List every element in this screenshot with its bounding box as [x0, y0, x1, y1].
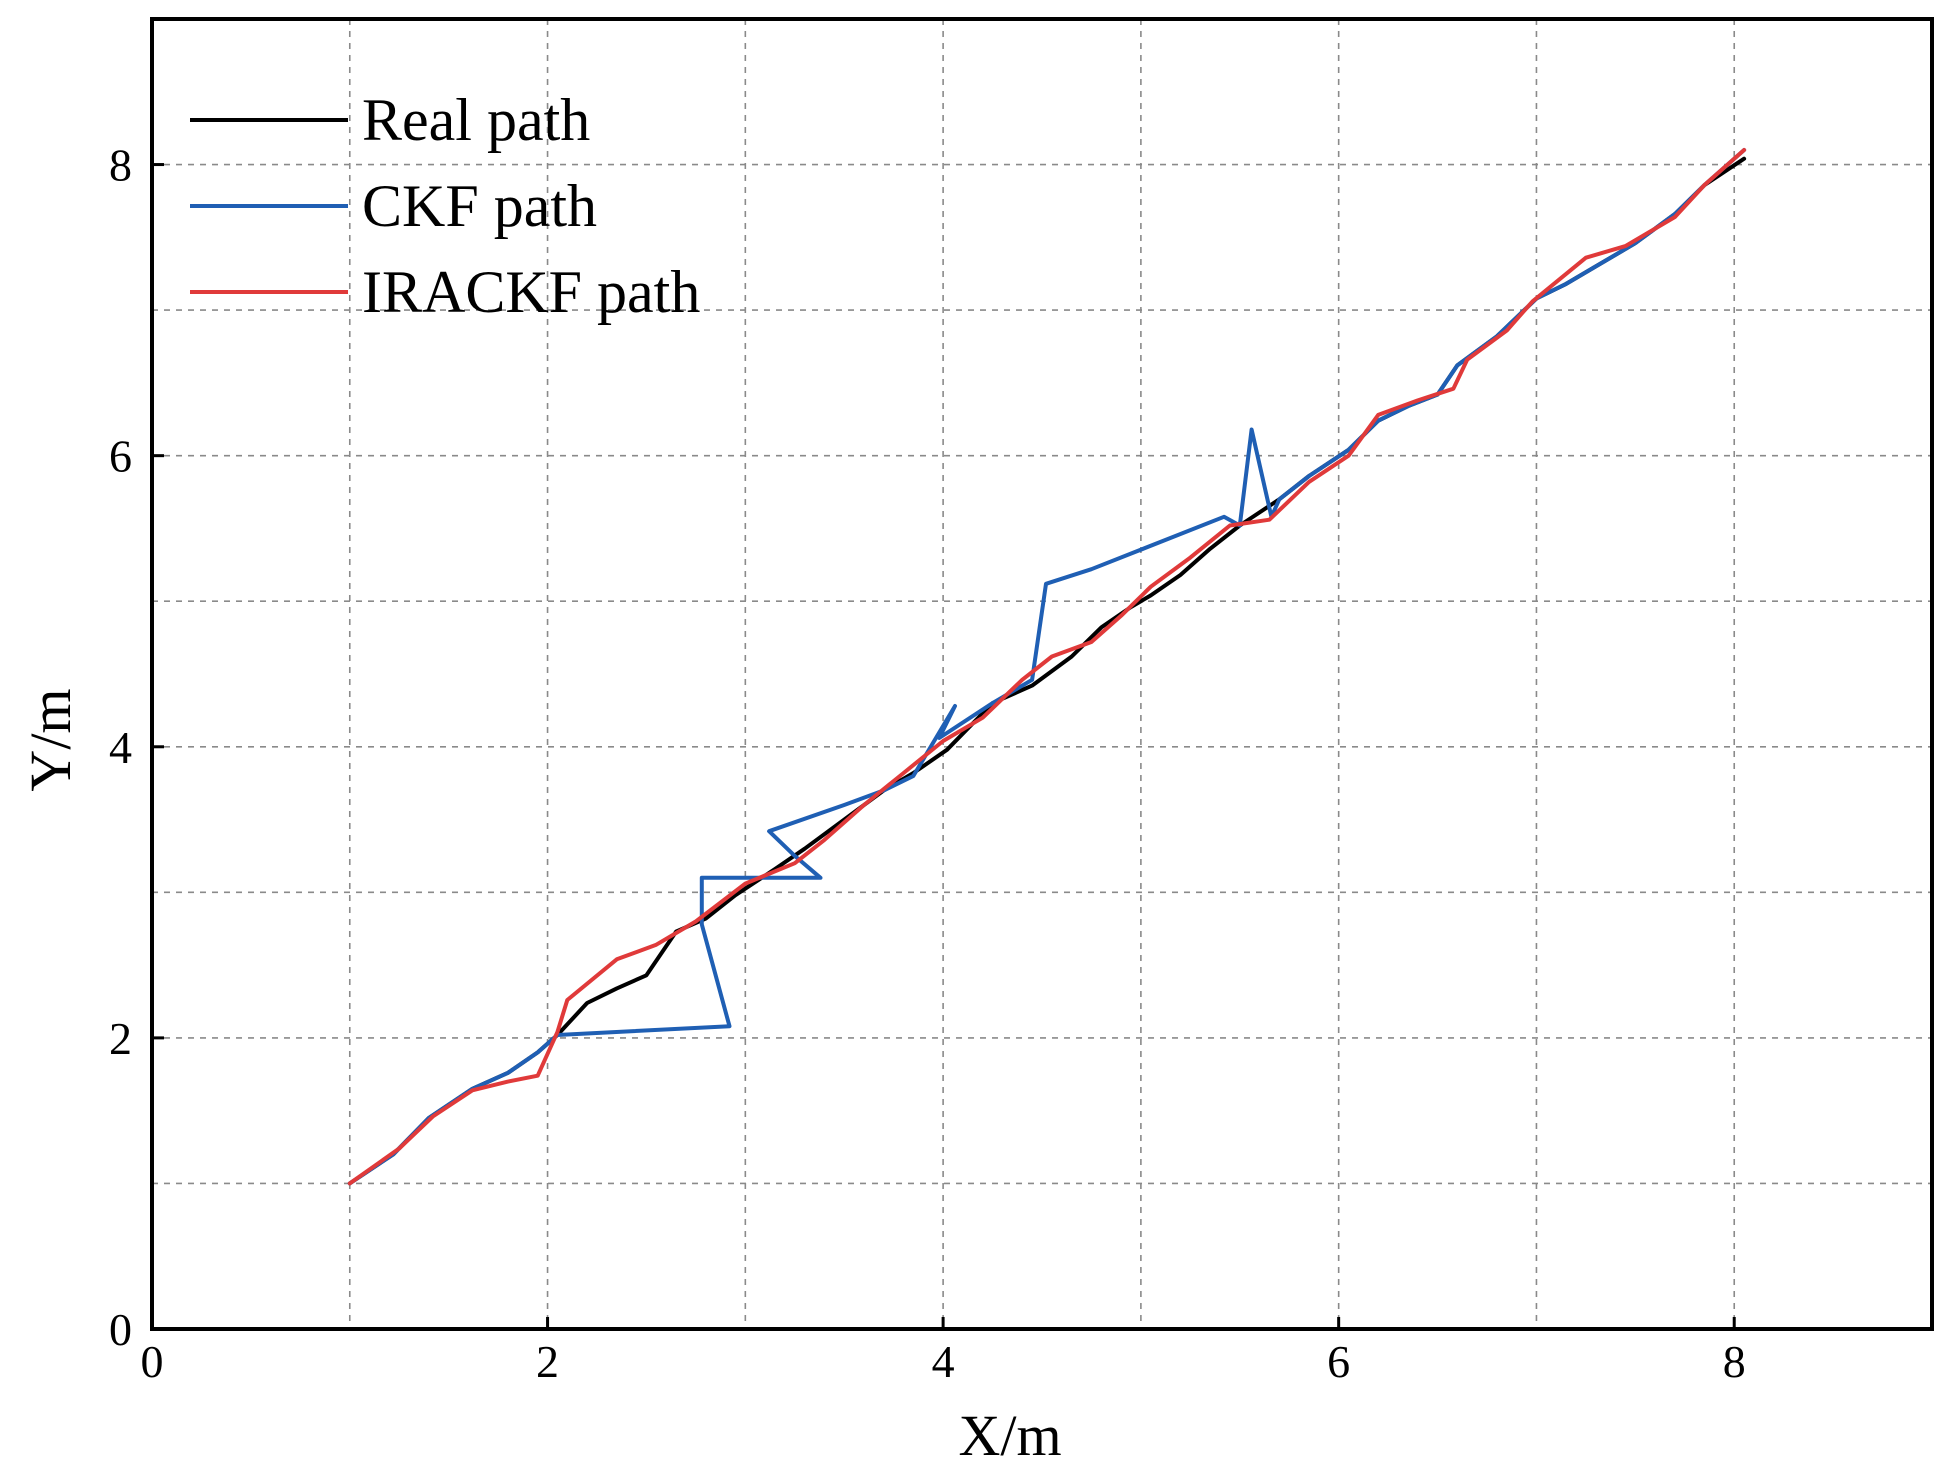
y-tick-label: 2	[109, 1013, 132, 1064]
y-tick-label: 8	[109, 140, 132, 191]
x-tick-label: 8	[1723, 1336, 1746, 1387]
x-axis-label: X/m	[958, 1403, 1061, 1468]
legend-label-irackf-path: IRACKF path	[362, 259, 700, 325]
legend: Real path CKF path IRACKF path	[190, 87, 700, 325]
y-tick-label: 0	[109, 1304, 132, 1355]
y-axis-label: Y/m	[18, 688, 83, 791]
series-line-irackf-path	[347, 148, 1747, 1186]
x-tick-label: 2	[536, 1336, 559, 1387]
plot-frame	[150, 17, 1934, 1331]
x-tick-label: 0	[141, 1336, 164, 1387]
x-tick-label: 6	[1327, 1336, 1350, 1387]
x-tick-label: 4	[932, 1336, 955, 1387]
legend-label-real-path: Real path	[362, 87, 590, 153]
y-tick-label: 6	[109, 431, 132, 482]
tick-labels: 0 2 4 6 8 0 2 4 6 8	[109, 140, 1746, 1387]
series-line-ckf-path	[347, 148, 1747, 1186]
plot-series	[347, 148, 1747, 1186]
y-tick-label: 4	[109, 722, 132, 773]
legend-label-ckf-path: CKF path	[362, 173, 597, 239]
